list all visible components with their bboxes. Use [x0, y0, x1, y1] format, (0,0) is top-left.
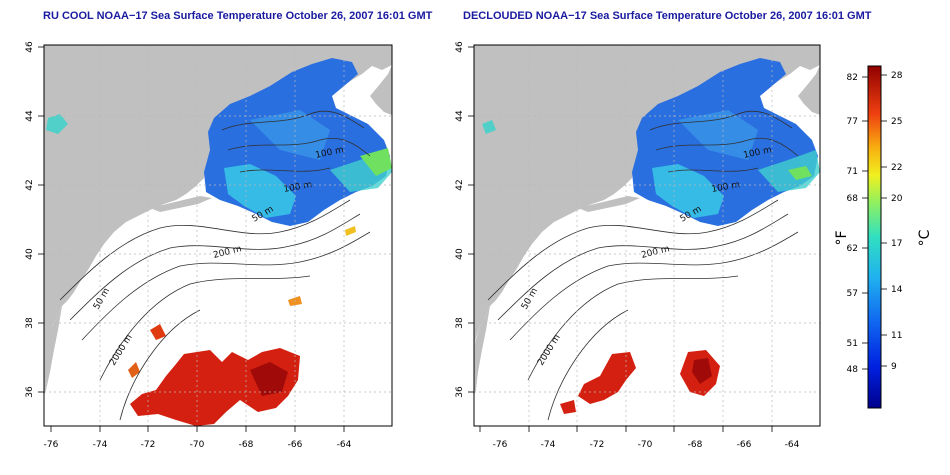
lon-axis-right: [479, 426, 773, 432]
land-chesapeake-right: [474, 306, 490, 396]
land-left: [44, 45, 392, 346]
graticule-right: [474, 45, 820, 426]
lat-tick-label-right: 46: [455, 41, 465, 53]
land-long-island-right: [578, 196, 640, 212]
land-long-island-left: [150, 196, 212, 212]
lat-tick-label-right: 44: [455, 110, 465, 122]
sst-warm-small-left: [150, 324, 166, 340]
colorbar-fahrenheit-label: °F: [834, 230, 850, 245]
colorbar-f-tick: 57: [847, 289, 858, 299]
land-nova-scotia-left: [370, 65, 392, 115]
graticule-left: [44, 45, 392, 426]
contour-label-left: 100 m: [283, 180, 313, 195]
sst-small-patch-3-left: [128, 362, 140, 378]
map-title-right: DECLOUDED NOAA−17 Sea Surface Temperatur…: [463, 10, 872, 22]
isobath-contours-right: [487, 110, 799, 421]
sst-warm-small-right: [560, 400, 576, 414]
isobath-contours-left: [59, 110, 371, 421]
land-chesapeake-left: [44, 306, 62, 396]
contour-label-right: 100 m: [711, 180, 741, 195]
colorbar-gradient: [867, 65, 882, 409]
sst-cyan-patch-left: [224, 164, 296, 218]
sst-warm-patch-right: [578, 352, 636, 404]
lon-tick-label-right: -74: [541, 440, 556, 450]
lat-tick-label-right: 36: [455, 386, 465, 398]
map-left: 100 m 100 m 50 m 200 m 50 m 2000 m: [25, 41, 393, 450]
colorbar-c-tick: 20: [891, 194, 903, 204]
colorbar-f-tick: 48: [847, 365, 859, 375]
sst-west-patch-left: [46, 114, 68, 134]
map-left-frame: [43, 44, 393, 427]
lon-tick-label-left: -72: [141, 440, 156, 450]
lat-tick-label-left: 40: [25, 248, 35, 260]
lon-axis-left: [50, 426, 345, 432]
lon-tick-label-right: -70: [638, 440, 653, 450]
colorbar-c-tick: 14: [891, 285, 903, 295]
colorbar-f-tick: 68: [847, 194, 859, 204]
colorbar-f-tick: 82: [847, 73, 858, 83]
colorbar-f-tick: 62: [847, 244, 858, 254]
map-right: 100 m 100 m 50 m 200 m 50 m 2000 m: [455, 41, 821, 450]
lon-tick-label-right: -76: [493, 440, 508, 450]
map-right-frame: [473, 44, 821, 427]
sst-small-patch-left: [345, 226, 356, 236]
lat-tick-label-left: 46: [25, 41, 35, 53]
lon-tick-label-right: -72: [590, 440, 605, 450]
colorbar-celsius-label: °C: [917, 229, 933, 246]
colorbar-c-tick: 22: [891, 163, 902, 173]
lon-tick-label-left: -66: [288, 440, 303, 450]
lat-axis-left: [38, 46, 44, 393]
lat-tick-label-left: 36: [25, 386, 35, 398]
colorbar-c-tick: 25: [891, 117, 902, 127]
land-right: [474, 45, 820, 346]
colorbar-f-tick: 51: [847, 339, 858, 349]
lat-axis-right: [468, 46, 474, 393]
sst-blue-edge-left: [250, 110, 330, 160]
colorbar: 82 77 71 68 62 57 51 48 28 25 22 20 17 1…: [834, 65, 933, 409]
sst-green-patch-right: [788, 166, 812, 180]
colorbar-f-tick: 77: [847, 117, 858, 127]
lon-tick-label-left: -74: [93, 440, 108, 450]
colorbar-f-tick: 71: [847, 167, 858, 177]
sst-warm-dark-left: [250, 362, 288, 396]
lon-tick-label-left: -68: [239, 440, 254, 450]
sst-west-patch-right: [482, 120, 496, 134]
land-nova-scotia-right: [798, 65, 820, 115]
lon-tick-label-right: -64: [785, 440, 800, 450]
sst-blue-edge-right: [678, 110, 758, 160]
sst-green-patch-left: [360, 148, 392, 176]
colorbar-c-tick: 9: [891, 362, 897, 372]
colorbar-c-tick: 17: [891, 239, 902, 249]
lat-tick-label-left: 44: [25, 110, 35, 122]
lon-tick-label-left: -70: [190, 440, 205, 450]
lat-tick-label-left: 38: [25, 317, 35, 329]
lat-tick-label-left: 42: [25, 179, 35, 190]
colorbar-c-tick: 11: [891, 331, 902, 341]
lat-tick-label-right: 38: [455, 317, 465, 329]
lon-tick-label-right: -66: [737, 440, 752, 450]
sst-cyan-patch-right: [652, 164, 724, 218]
colorbar-c-tick: 28: [891, 71, 903, 81]
lon-tick-label-left: -76: [44, 440, 59, 450]
lat-tick-label-right: 40: [455, 248, 465, 260]
lon-tick-label-right: -68: [688, 440, 703, 450]
lon-tick-label-left: -64: [337, 440, 352, 450]
sst-warm-dark-right: [692, 358, 712, 384]
lat-tick-label-right: 42: [455, 179, 465, 190]
map-title-left: RU COOL NOAA−17 Sea Surface Temperature …: [43, 10, 433, 22]
